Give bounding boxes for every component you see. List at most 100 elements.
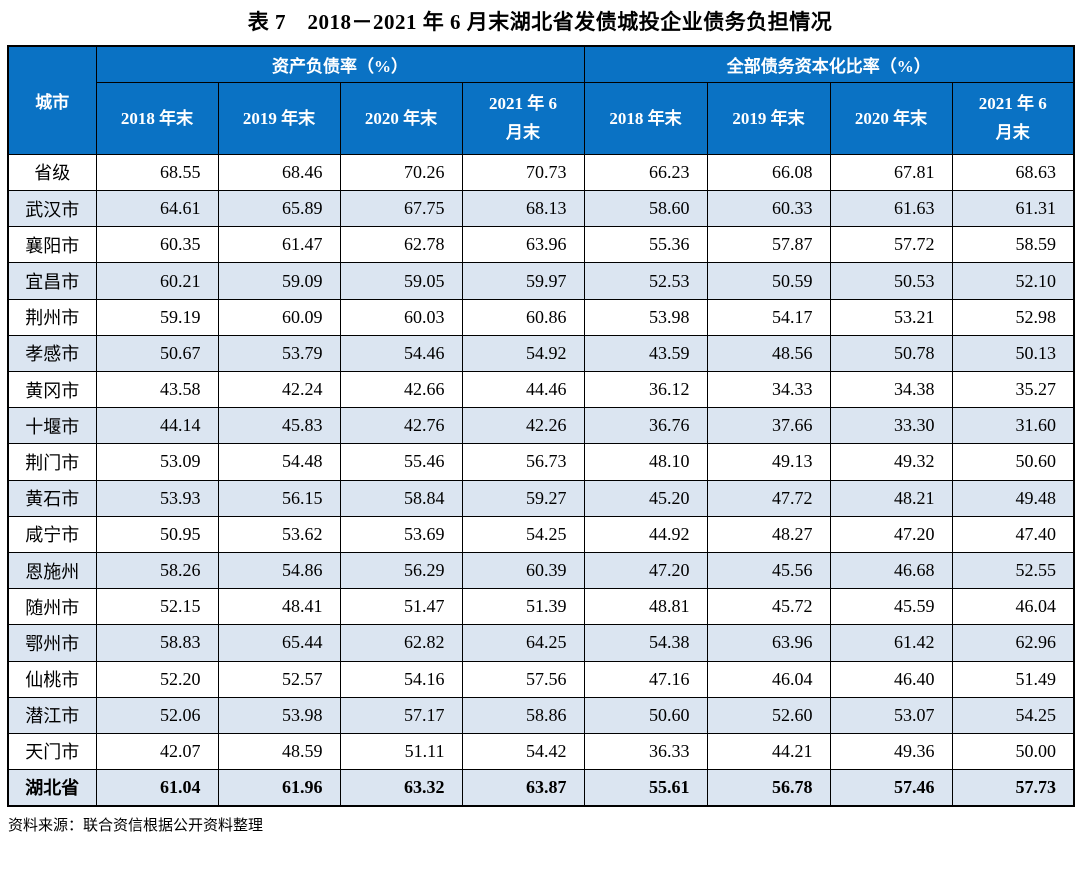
value-cell: 61.63 [829, 190, 953, 228]
value-cell: 50.60 [583, 696, 708, 734]
value-cell: 61.42 [829, 624, 953, 662]
value-cell: 46.40 [829, 660, 953, 698]
value-cell: 61.96 [217, 769, 341, 807]
value-cell: 58.86 [461, 696, 585, 734]
column-header-period: 2019 年末 [217, 81, 341, 155]
value-cell: 53.69 [339, 515, 463, 553]
value-cell: 48.10 [583, 443, 708, 481]
city-cell: 仙桃市 [7, 660, 97, 698]
group-header-asset-liability-ratio: 资产负债率（%） [95, 45, 585, 83]
value-cell: 52.15 [95, 588, 219, 626]
value-cell: 45.20 [583, 479, 708, 517]
value-cell: 60.39 [461, 551, 585, 590]
value-cell: 68.13 [461, 190, 585, 228]
value-cell: 35.27 [951, 371, 1075, 409]
value-cell: 55.61 [583, 769, 708, 807]
value-cell: 60.33 [706, 190, 831, 228]
value-cell: 52.55 [951, 551, 1075, 590]
debt-burden-table: 城市 资产负债率（%） 全部债务资本化比率（%） 2018 年末 2019 年末 2… [7, 45, 1075, 807]
value-cell: 50.00 [951, 732, 1075, 771]
city-cell: 省级 [7, 153, 97, 192]
value-cell: 58.60 [583, 190, 708, 228]
value-cell: 65.44 [217, 624, 341, 662]
value-cell: 61.04 [95, 769, 219, 807]
value-cell: 53.93 [95, 479, 219, 517]
value-cell: 43.59 [583, 334, 708, 373]
value-cell: 55.46 [339, 443, 463, 481]
value-cell: 54.46 [339, 334, 463, 373]
value-cell: 60.21 [95, 262, 219, 300]
city-cell: 襄阳市 [7, 226, 97, 264]
table-row: 武汉市 64.61 65.89 67.75 68.13 58.60 60.33 61.63 61… [7, 190, 1075, 228]
document-page: 表 7 2018－2021 年 6 月末湖北省发债城投企业债务负担情况 城市 资… [7, 10, 1075, 834]
value-cell: 54.17 [706, 298, 831, 336]
table-title: 表 7 2018－2021 年 6 月末湖北省发债城投企业债务负担情况 [247, 10, 833, 34]
value-cell: 52.98 [951, 298, 1075, 336]
value-cell: 56.78 [706, 769, 831, 807]
value-cell: 58.84 [339, 479, 463, 517]
value-cell: 49.36 [829, 732, 953, 771]
table-row: 十堰市 44.14 45.83 42.76 42.26 36.76 37.66 33.30 31… [7, 407, 1075, 445]
value-cell: 61.31 [951, 190, 1075, 228]
table-body: 省级 68.55 68.46 70.26 70.73 66.23 66.08 67.81 68.… [7, 153, 1075, 807]
table-row: 鄂州市 58.83 65.44 62.82 64.25 54.38 63.96 61.42 62… [7, 624, 1075, 662]
corner-header-city: 城市 [7, 45, 97, 155]
table-row: 湖北省 61.04 61.96 63.32 63.87 55.61 56.78 57.46 57… [7, 769, 1075, 807]
value-cell: 63.96 [461, 226, 585, 264]
value-cell: 68.46 [217, 153, 341, 192]
value-cell: 60.09 [217, 298, 341, 336]
value-cell: 50.59 [706, 262, 831, 300]
value-cell: 48.41 [217, 588, 341, 626]
value-cell: 45.72 [706, 588, 831, 626]
table-row: 荆州市 59.19 60.09 60.03 60.86 53.98 54.17 53.21 52… [7, 298, 1075, 336]
value-cell: 64.25 [461, 624, 585, 662]
value-cell: 37.66 [706, 407, 831, 445]
city-cell: 天门市 [7, 732, 97, 771]
value-cell: 58.83 [95, 624, 219, 662]
city-cell: 十堰市 [7, 407, 97, 445]
table-row: 仙桃市 52.20 52.57 54.16 57.56 47.16 46.04 46.40 51… [7, 660, 1075, 698]
value-cell: 52.53 [583, 262, 708, 300]
value-cell: 54.42 [461, 732, 585, 771]
city-cell: 潜江市 [7, 696, 97, 734]
value-cell: 54.48 [217, 443, 341, 481]
value-cell: 59.27 [461, 479, 585, 517]
value-cell: 44.14 [95, 407, 219, 445]
value-cell: 46.04 [706, 660, 831, 698]
table-row: 黄石市 53.93 56.15 58.84 59.27 45.20 47.72 48.21 49… [7, 479, 1075, 517]
value-cell: 47.72 [706, 479, 831, 517]
value-cell: 56.15 [217, 479, 341, 517]
table-row: 黄冈市 43.58 42.24 42.66 44.46 36.12 34.33 34.38 35… [7, 371, 1075, 409]
value-cell: 65.89 [217, 190, 341, 228]
value-cell: 67.75 [339, 190, 463, 228]
value-cell: 50.13 [951, 334, 1075, 373]
value-cell: 48.21 [829, 479, 953, 517]
value-cell: 70.73 [461, 153, 585, 192]
value-cell: 56.73 [461, 443, 585, 481]
value-cell: 44.21 [706, 732, 831, 771]
value-cell: 54.16 [339, 660, 463, 698]
table-row: 随州市 52.15 48.41 51.47 51.39 48.81 45.72 45.59 46… [7, 588, 1075, 626]
value-cell: 57.73 [951, 769, 1075, 807]
value-cell: 59.19 [95, 298, 219, 336]
value-cell: 48.81 [583, 588, 708, 626]
value-cell: 50.95 [95, 515, 219, 553]
value-cell: 51.11 [339, 732, 463, 771]
value-cell: 36.12 [583, 371, 708, 409]
value-cell: 47.40 [951, 515, 1075, 553]
city-cell: 鄂州市 [7, 624, 97, 662]
city-cell: 恩施州 [7, 551, 97, 590]
value-cell: 62.96 [951, 624, 1075, 662]
column-header-period: 2018 年末 [95, 81, 219, 155]
value-cell: 62.82 [339, 624, 463, 662]
value-cell: 45.59 [829, 588, 953, 626]
value-cell: 53.62 [217, 515, 341, 553]
value-cell: 57.72 [829, 226, 953, 264]
value-cell: 31.60 [951, 407, 1075, 445]
value-cell: 52.20 [95, 660, 219, 698]
value-cell: 50.60 [951, 443, 1075, 481]
value-cell: 51.39 [461, 588, 585, 626]
value-cell: 52.06 [95, 696, 219, 734]
value-cell: 57.46 [829, 769, 953, 807]
value-cell: 47.16 [583, 660, 708, 698]
